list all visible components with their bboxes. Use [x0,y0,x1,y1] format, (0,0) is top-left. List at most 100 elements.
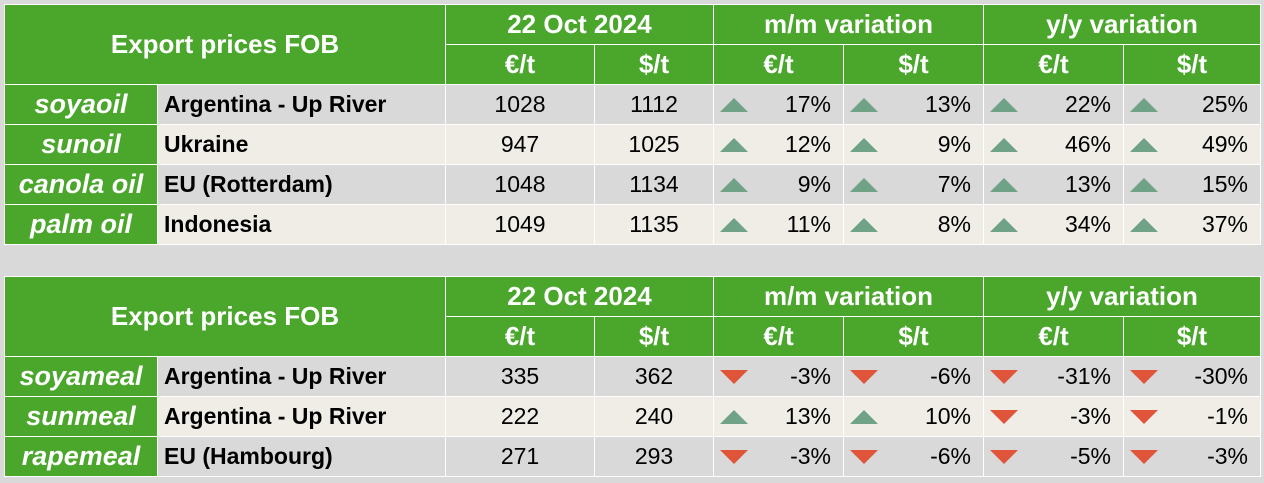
price-usd: 362 [594,356,714,397]
mm-variation-eur-value: 17% [784,91,831,117]
table-row: canola oil EU (Rotterdam) 1048 1134 9% 7% 13% 1… [4,164,1262,205]
triangle-down-icon [990,449,1018,464]
origin-label: Ukraine [157,124,446,165]
unit-header-yy-eur: €/t [983,44,1124,85]
yy-variation-eur-value: 34% [1064,211,1111,237]
unit-header-eur: €/t [445,44,595,85]
price-eur: 947 [445,124,595,165]
price-eur: 335 [445,356,595,397]
yy-variation-eur-value: 13% [1064,171,1111,197]
triangle-down-icon [1130,409,1158,424]
origin-label: Indonesia [157,204,446,245]
triangle-down-icon [720,449,748,464]
triangle-down-icon [1130,449,1158,464]
mm-variation-usd: 9% [843,124,984,165]
triangle-up-icon [720,177,748,192]
mm-variation-usd: 13% [843,84,984,125]
mm-variation-eur-value: 12% [784,131,831,157]
triangle-up-icon [1130,137,1158,152]
table-title: Export prices FOB [4,276,446,357]
yy-variation-eur: -31% [983,356,1124,397]
mm-variation-usd: 7% [843,164,984,205]
triangle-up-icon [990,137,1018,152]
mm-variation-usd-value: 7% [937,171,971,197]
price-usd: 1135 [594,204,714,245]
unit-header-eur: €/t [445,316,595,357]
triangle-up-icon [850,97,878,112]
table-row: soyaoil Argentina - Up River 1028 1112 17% 13… [4,84,1262,125]
origin-label: Argentina - Up River [157,396,446,437]
origin-label: EU (Rotterdam) [157,164,446,205]
price-usd: 293 [594,436,714,477]
date-header: 22 Oct 2024 [445,4,714,45]
yy-variation-eur: 13% [983,164,1124,205]
unit-header-yy-eur: €/t [983,316,1124,357]
yy-variation-usd: -3% [1122,436,1262,477]
table-title: Export prices FOB [4,4,446,85]
mm-variation-usd-value: 10% [924,403,971,429]
oils-price-table: Export prices FOB 22 Oct 2024 m/m variat… [4,4,1262,245]
yy-variation-usd: 25% [1122,84,1262,125]
yy-variation-eur-value: -5% [1070,443,1111,469]
table-row: sunoil Ukraine 947 1025 12% 9% 46% 49% [4,124,1262,165]
yy-variation-usd-value: -1% [1207,403,1249,429]
mm-variation-header: m/m variation [713,4,984,45]
triangle-down-icon [1130,369,1158,384]
yy-variation-eur-value: -3% [1070,403,1111,429]
mm-variation-usd-value: 8% [937,211,971,237]
table-row: rapemeal EU (Hambourg) 271 293 -3% -6% -5% -3% [4,436,1262,477]
yy-variation-header: y/y variation [982,4,1262,45]
origin-label: Argentina - Up River [157,356,446,397]
product-label: sunoil [4,124,158,165]
yy-variation-eur-value: -31% [1057,363,1111,389]
yy-variation-eur: -3% [983,396,1124,437]
mm-variation-eur-value: -3% [790,443,831,469]
yy-variation-eur: 34% [983,204,1124,245]
yy-variation-usd-value: 15% [1201,171,1249,197]
table-row: soyameal Argentina - Up River 335 362 -3% -6%… [4,356,1262,397]
mm-variation-usd: 10% [843,396,984,437]
mm-variation-usd-value: 13% [924,91,971,117]
mm-variation-eur-value: 13% [784,403,831,429]
yy-variation-eur-value: 46% [1064,131,1111,157]
mm-variation-usd: -6% [843,356,984,397]
triangle-up-icon [720,97,748,112]
yy-variation-usd-value: 49% [1201,131,1249,157]
unit-header-yy-usd: $/t [1122,44,1262,85]
yy-variation-usd-value: 25% [1201,91,1249,117]
yy-variation-usd: 15% [1122,164,1262,205]
triangle-up-icon [990,97,1018,112]
triangle-up-icon [720,137,748,152]
origin-label: EU (Hambourg) [157,436,446,477]
triangle-up-icon [850,409,878,424]
mm-variation-usd-value: 9% [937,131,971,157]
yy-variation-eur-value: 22% [1064,91,1111,117]
yy-variation-eur: -5% [983,436,1124,477]
triangle-down-icon [850,449,878,464]
mm-variation-eur: 11% [713,204,844,245]
triangle-up-icon [720,217,748,232]
unit-header-mm-eur: €/t [713,316,844,357]
triangle-down-icon [720,369,748,384]
origin-label: Argentina - Up River [157,84,446,125]
price-eur: 222 [445,396,595,437]
yy-variation-usd: -30% [1122,356,1262,397]
mm-variation-eur: 9% [713,164,844,205]
mm-variation-eur-value: 9% [797,171,831,197]
mm-variation-eur: -3% [713,356,844,397]
triangle-up-icon [1130,97,1158,112]
price-eur: 1048 [445,164,595,205]
meals-price-table: Export prices FOB 22 Oct 2024 m/m variat… [4,276,1262,477]
price-usd: 240 [594,396,714,437]
unit-header-yy-usd: $/t [1122,316,1262,357]
product-label: sunmeal [4,396,158,437]
triangle-up-icon [1130,217,1158,232]
product-label: rapemeal [4,436,158,477]
yy-variation-usd-value: -3% [1207,443,1249,469]
unit-header-mm-usd: $/t [843,44,984,85]
product-label: palm oil [4,204,158,245]
yy-variation-usd: -1% [1122,396,1262,437]
triangle-up-icon [850,177,878,192]
triangle-down-icon [990,409,1018,424]
unit-header-usd: $/t [594,44,714,85]
